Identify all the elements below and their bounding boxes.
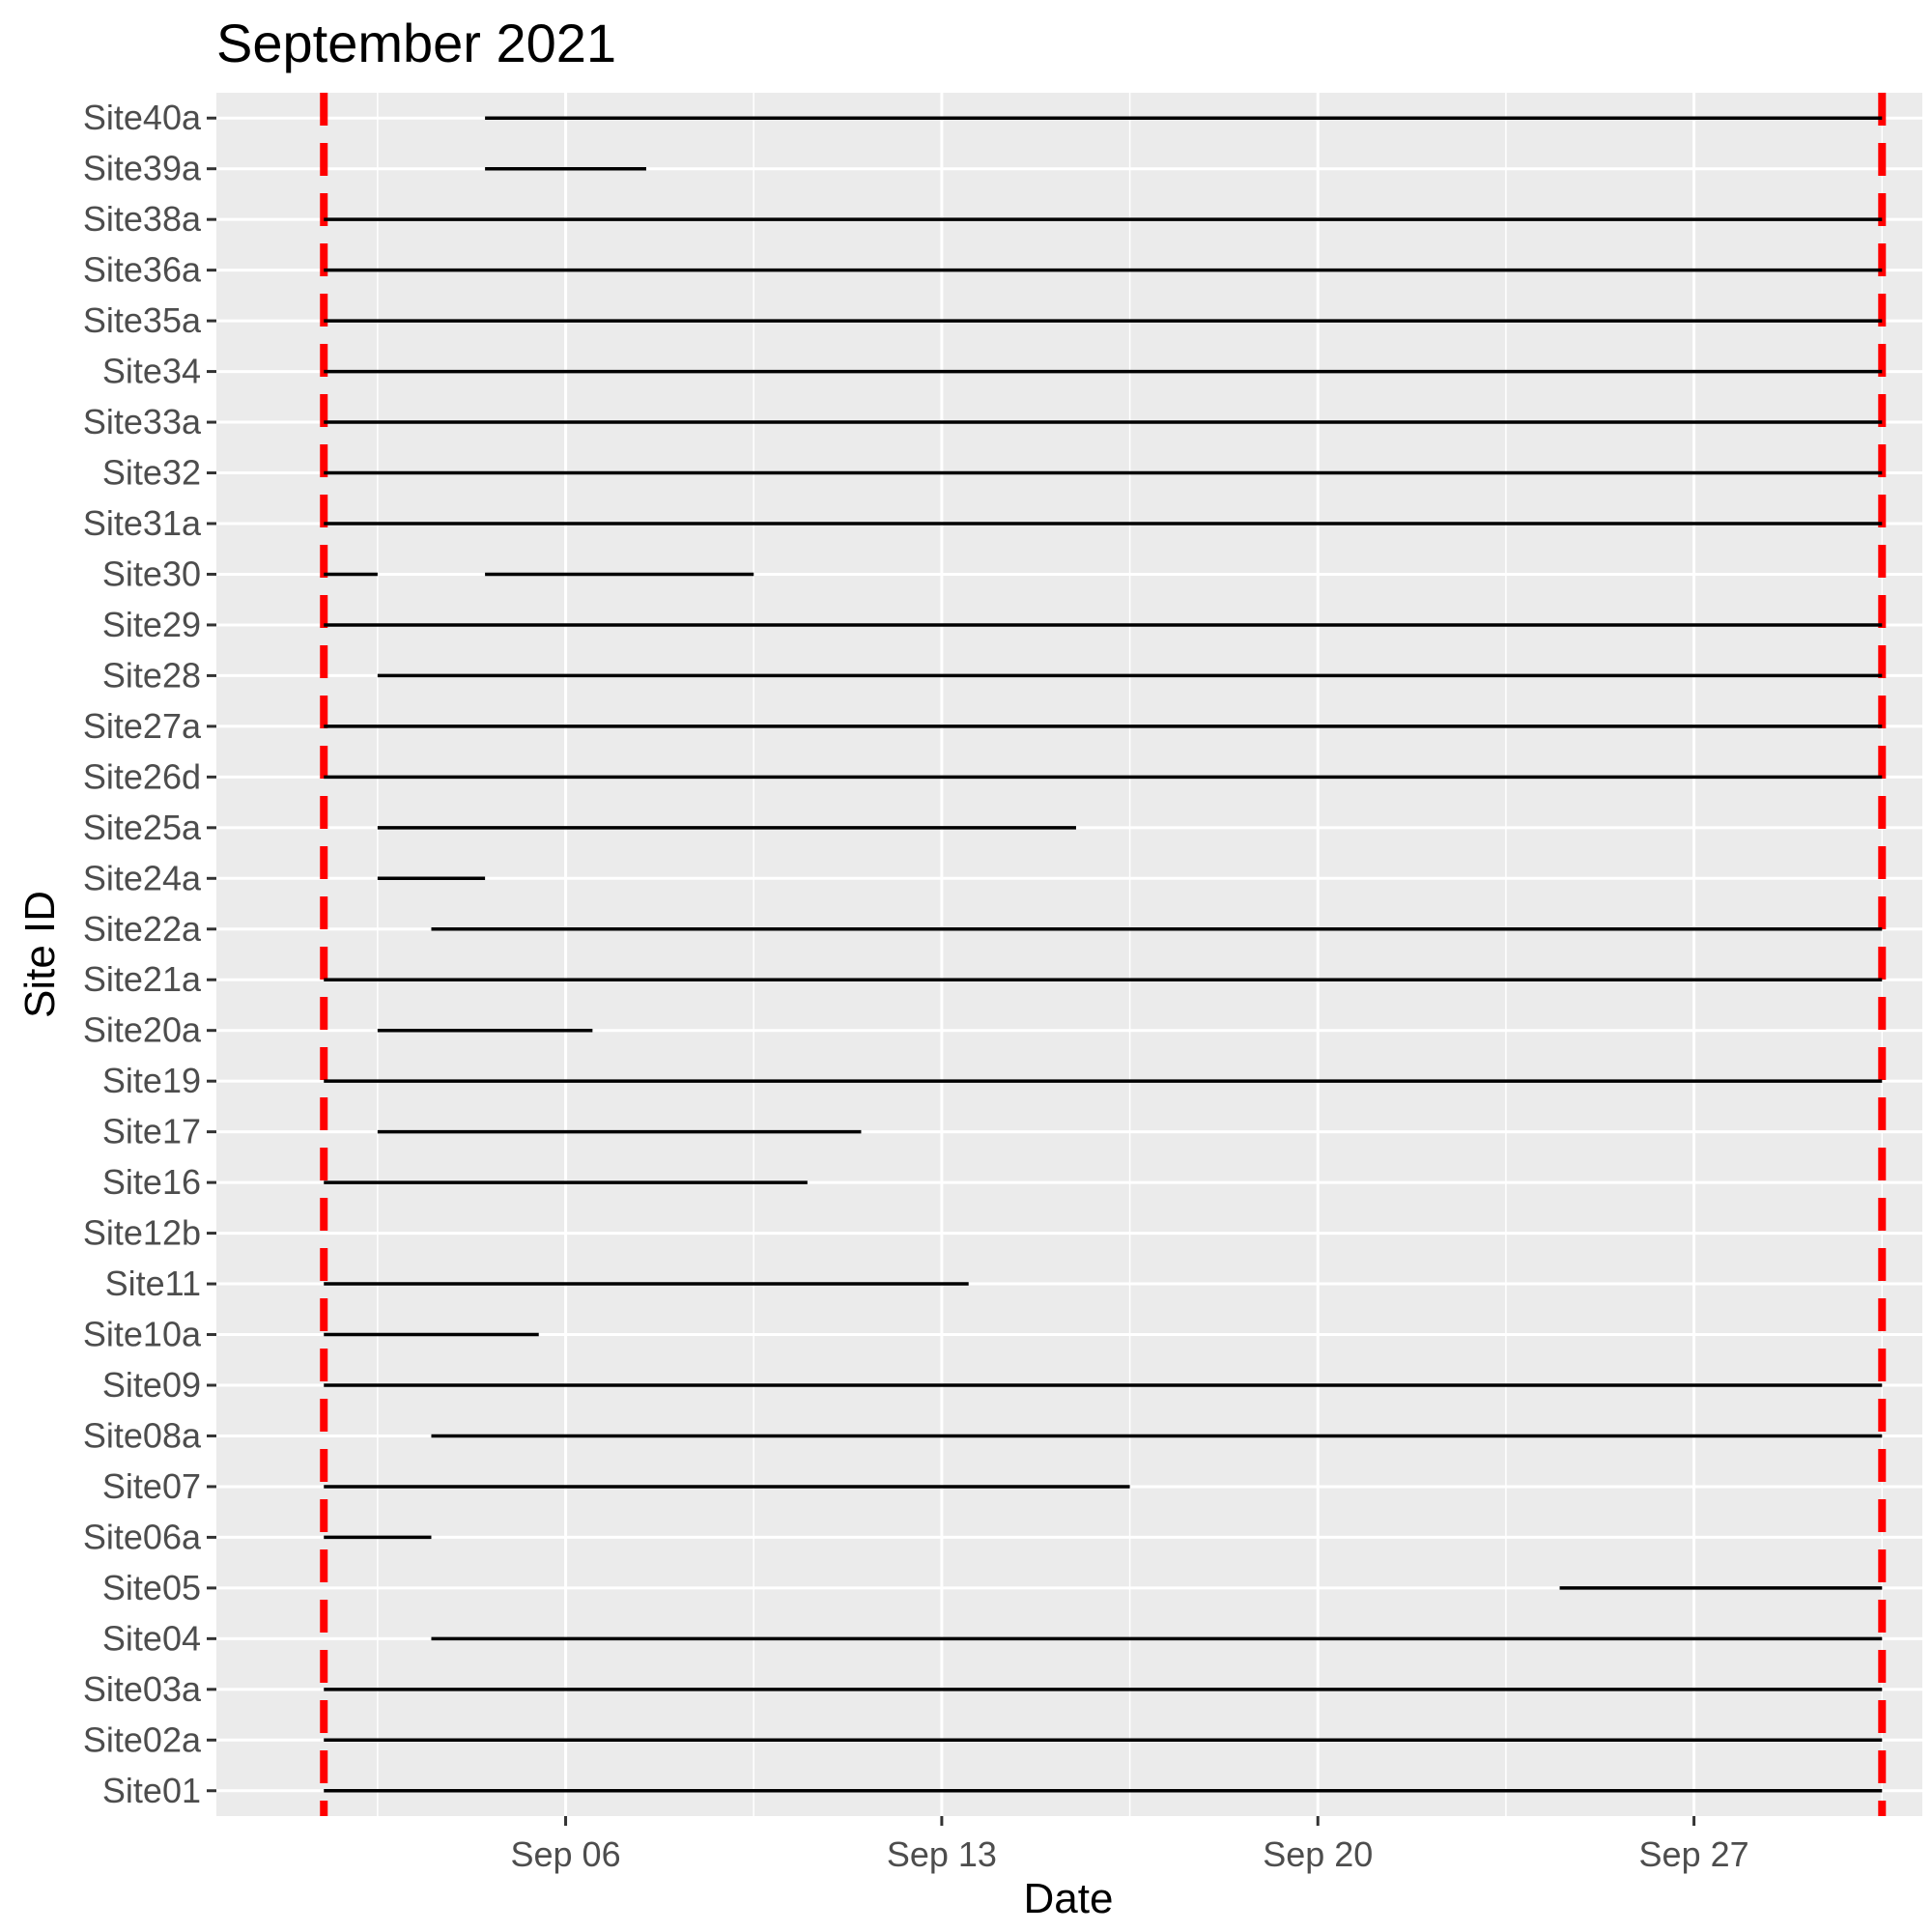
- y-tick-label: Site02a: [83, 1719, 202, 1759]
- y-tick-label: Site30: [102, 554, 201, 593]
- y-tick-label: Site19: [102, 1061, 201, 1100]
- y-tick-label: Site39a: [83, 149, 202, 188]
- y-tick-label: Site22a: [83, 909, 202, 949]
- plot-panel: [216, 93, 1922, 1816]
- y-tick-label: Site24a: [83, 858, 202, 897]
- y-tick-label: Site05: [102, 1568, 201, 1607]
- y-tick-label: Site32: [102, 453, 201, 493]
- x-axis: Sep 06 Sep 13 Sep 20 Sep 27: [510, 1816, 1749, 1874]
- x-tick-label: Sep 06: [510, 1834, 620, 1874]
- y-tick-label: Site17: [102, 1112, 201, 1151]
- y-tick-label: Site11: [105, 1264, 201, 1303]
- y-tick-label: Site08a: [83, 1415, 202, 1455]
- y-tick-label: Site03a: [83, 1669, 202, 1709]
- y-tick-label: Site26d: [83, 756, 201, 796]
- y-tick-label: Site04: [102, 1618, 201, 1658]
- reference-lines: [320, 93, 1887, 1816]
- y-tick-label: Site01: [102, 1771, 201, 1810]
- y-tick-label: Site27a: [83, 706, 202, 746]
- y-tick-label: Site35a: [83, 300, 202, 340]
- y-axis: Site40a Site39a Site38a Site36a Site35a Site3…: [83, 98, 216, 1810]
- y-tick-label: Site29: [102, 605, 201, 644]
- y-tick-label: Site12b: [83, 1213, 201, 1253]
- y-tick-label: Site06a: [83, 1517, 202, 1556]
- y-axis-title: Site ID: [16, 891, 64, 1018]
- y-tick-label: Site21a: [83, 959, 202, 999]
- x-tick-label: Sep 13: [887, 1834, 997, 1874]
- y-tick-label: Site07: [102, 1466, 201, 1506]
- y-tick-label: Site36a: [83, 250, 202, 290]
- y-tick-label: Site38a: [83, 199, 202, 239]
- y-tick-label: Site16: [102, 1162, 201, 1202]
- y-tick-label: Site10a: [83, 1315, 202, 1354]
- y-tick-label: Site33a: [83, 402, 202, 441]
- y-tick-label: Site25a: [83, 808, 202, 847]
- y-tick-label: Site31a: [83, 503, 202, 543]
- x-tick-label: Sep 20: [1263, 1834, 1373, 1874]
- y-tick-label: Site20a: [83, 1010, 202, 1050]
- x-axis-title: Date: [1024, 1875, 1114, 1922]
- y-tick-label: Site09: [102, 1365, 201, 1405]
- site-segments: [324, 116, 1883, 1793]
- chart-title: September 2021: [216, 13, 616, 73]
- y-tick-label: Site40a: [83, 98, 202, 137]
- y-tick-label: Site34: [102, 352, 201, 391]
- y-tick-label: Site28: [102, 655, 201, 695]
- x-tick-label: Sep 27: [1639, 1834, 1749, 1874]
